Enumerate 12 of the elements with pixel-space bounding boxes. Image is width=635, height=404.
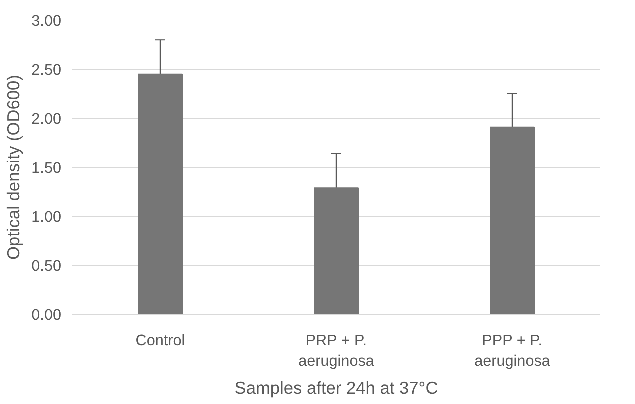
x-tick-label: PRP + P. aeruginosa — [298, 332, 375, 370]
y-tick-label: 0.50 — [32, 258, 62, 275]
y-tick-label: 1.50 — [32, 160, 62, 177]
x-tick-label: Control — [136, 332, 186, 350]
y-tick-label: 0.00 — [32, 307, 62, 324]
y-tick-label: 1.00 — [32, 209, 62, 226]
y-axis-title: Optical density (OD600) — [4, 75, 24, 260]
y-tick-label: 3.00 — [32, 13, 62, 30]
x-axis-title: Samples after 24h at 37°C — [234, 378, 438, 398]
y-tick-label: 2.50 — [32, 62, 62, 79]
y-tick-label: 2.00 — [32, 111, 62, 128]
x-tick-label: PPP + P. aeruginosa — [474, 332, 551, 370]
